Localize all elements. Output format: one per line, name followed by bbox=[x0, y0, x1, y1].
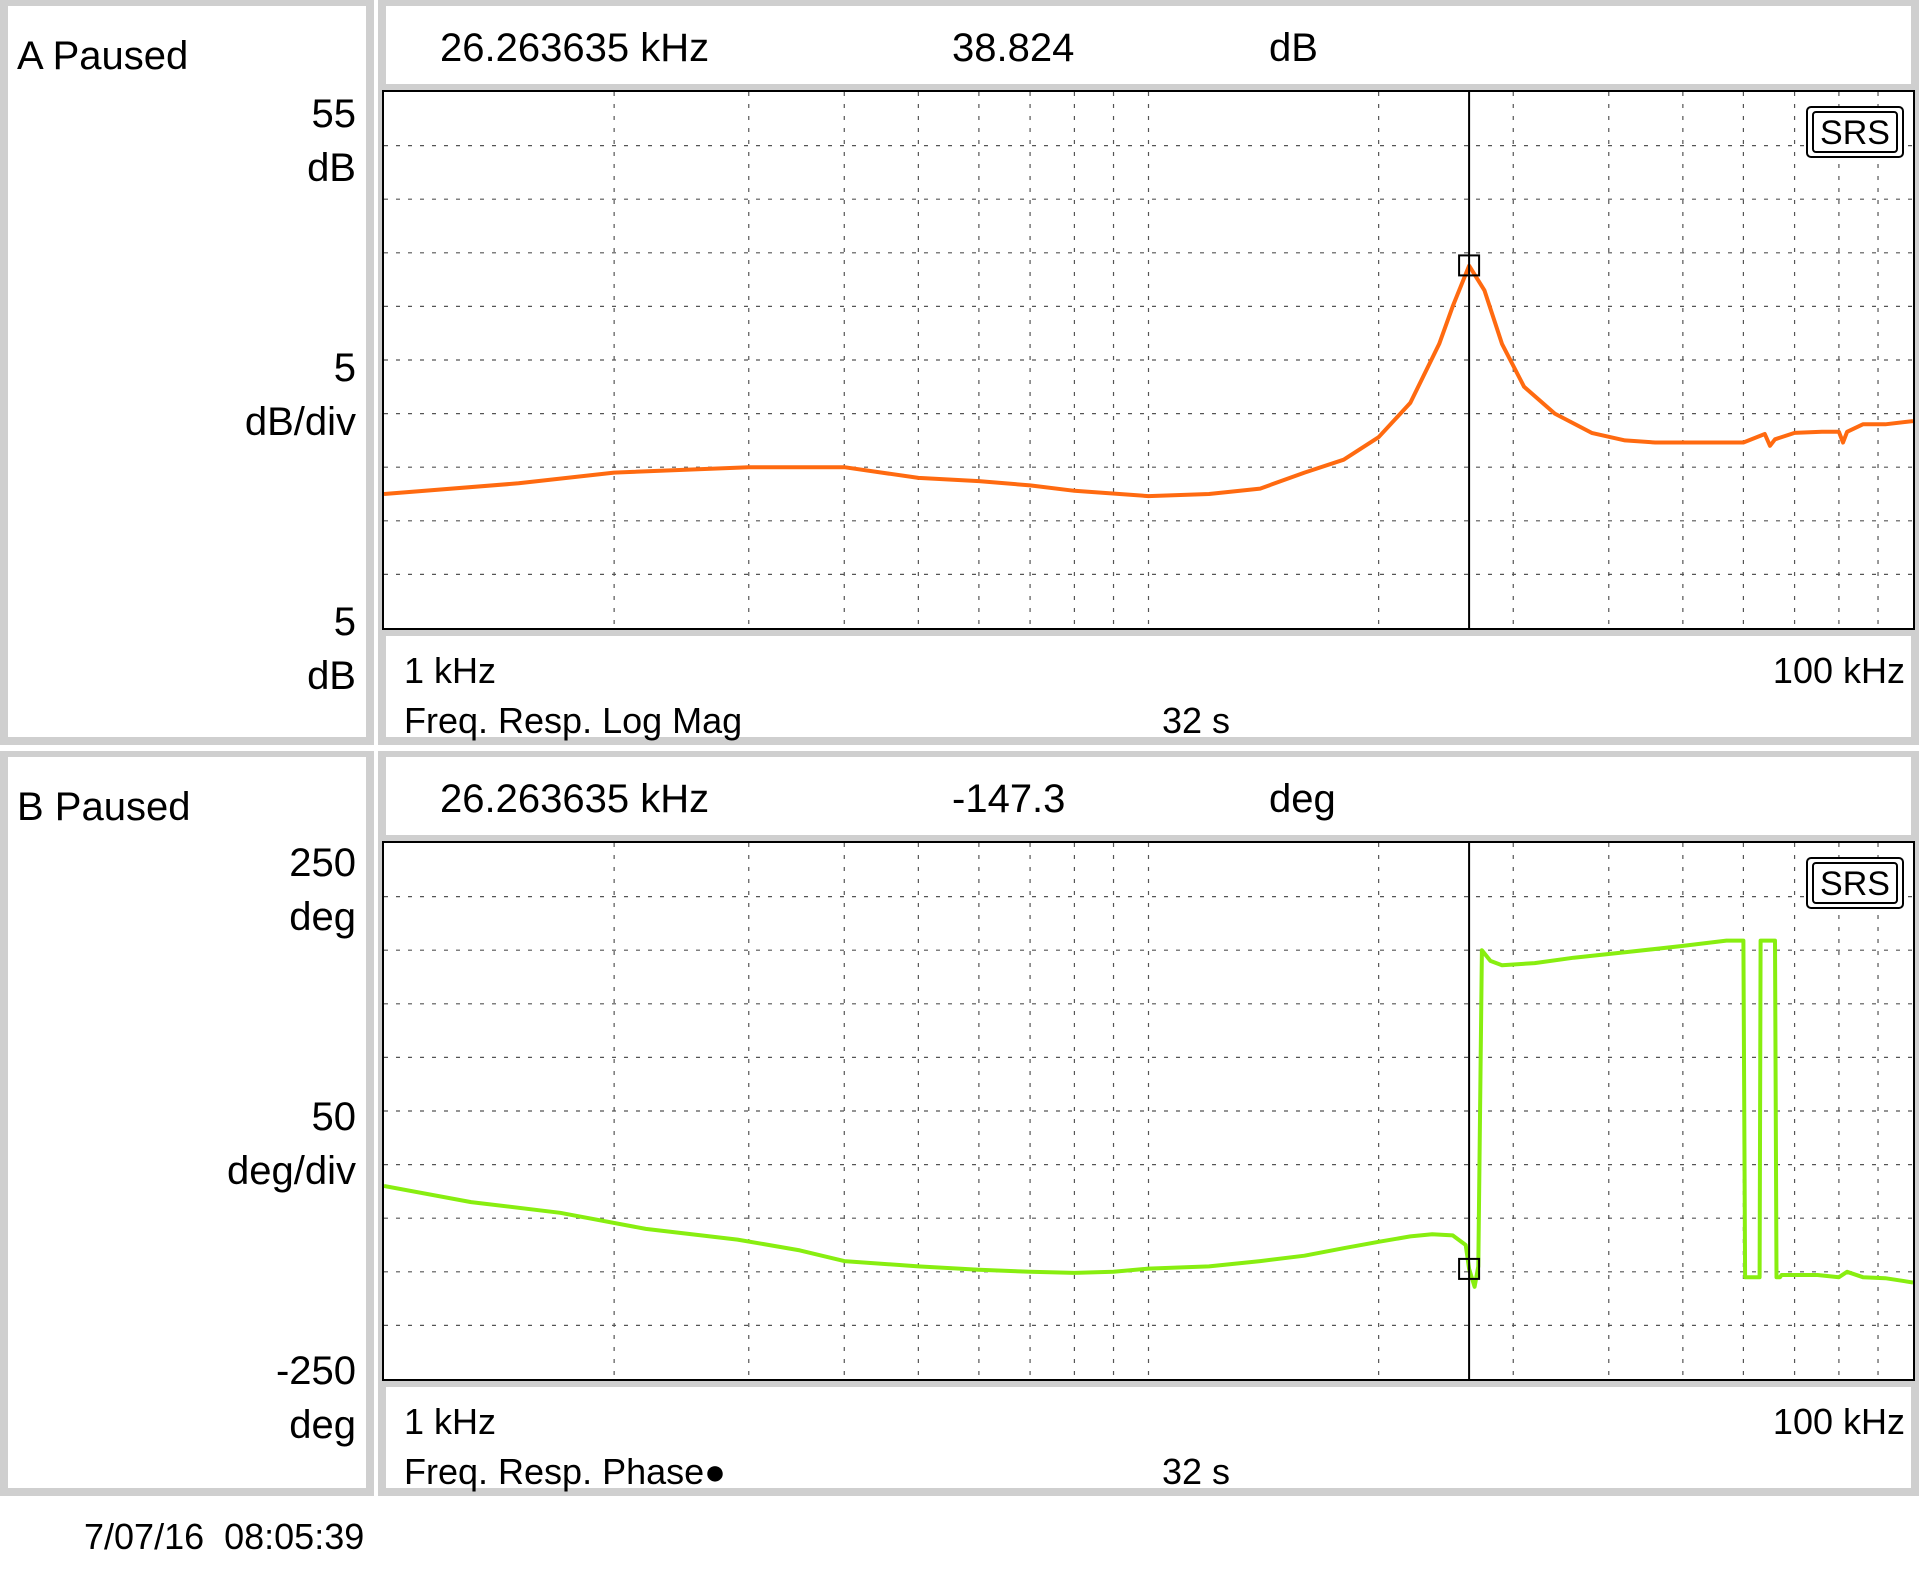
panel-a-x-end: 100 kHz bbox=[1772, 650, 1905, 691]
panel-b: B Paused 250 deg 50 deg/div -250 deg 26.… bbox=[0, 751, 1919, 1496]
panel-b-srs-logo-inner bbox=[1812, 862, 1898, 904]
panel-b-status: B Paused bbox=[17, 785, 191, 829]
panel-a-plot-area[interactable]: SRS bbox=[382, 90, 1915, 630]
panel-b-x-end: 100 kHz bbox=[1772, 1401, 1905, 1442]
panel-b-marker-unit: deg bbox=[1269, 777, 1336, 821]
panel-b-y-top-value: 250 bbox=[289, 841, 356, 885]
panel-a-status: A Paused bbox=[17, 34, 189, 78]
panel-a-footer: 1 kHz 100 kHz Freq. Resp. Log Mag 32 s bbox=[386, 630, 1911, 743]
panel-a-y-div-value: 5 bbox=[333, 346, 356, 390]
panel-b-grid bbox=[384, 843, 1913, 1379]
panel-b-y-top-unit: deg bbox=[289, 895, 356, 939]
panel-b-trace bbox=[384, 938, 1913, 1289]
panel-a-axis-sidebar: A Paused 55 dB 5 dB/div 5 dB bbox=[0, 0, 374, 745]
panel-a-y-top-value: 55 bbox=[311, 92, 357, 136]
panel-a-marker-value: 38.824 bbox=[952, 26, 1075, 70]
panel-b-srs-logo: SRS bbox=[1806, 857, 1904, 909]
panel-a-main: 26.263635 kHz 38.824 dB SRS 1 kHz 100 kH… bbox=[378, 0, 1919, 745]
panel-a-y-top-unit: dB bbox=[307, 146, 356, 190]
panel-b-footer: 1 kHz 100 kHz Freq. Resp. Phase● 32 s bbox=[386, 1381, 1911, 1494]
panel-a-time: 32 s bbox=[1162, 700, 1231, 741]
panel-a-srs-logo: SRS bbox=[1806, 106, 1904, 158]
panel-a-marker-readout: 26.263635 kHz 38.824 dB bbox=[386, 6, 1911, 90]
panel-b-y-div-value: 50 bbox=[311, 1095, 357, 1139]
panel-b-x-start: 1 kHz bbox=[404, 1401, 497, 1442]
panel-a-grid bbox=[384, 92, 1913, 628]
panel-b-srs-logo-text: SRS bbox=[1820, 865, 1890, 903]
panel-b-axis-sidebar: B Paused 250 deg 50 deg/div -250 deg bbox=[0, 751, 374, 1496]
panel-b-y-bottom-unit: deg bbox=[289, 1403, 356, 1447]
timestamp: 7/07/16 08:05:39 bbox=[84, 1516, 365, 1557]
panel-a-marker-unit: dB bbox=[1269, 26, 1318, 70]
panel-b-main: 26.263635 kHz -147.3 deg SRS 1 kHz 100 k… bbox=[378, 751, 1919, 1496]
panel-a-y-bottom-value: 5 bbox=[333, 600, 356, 644]
panel-a-plot-svg: SRS bbox=[384, 92, 1913, 628]
panel-b-marker-value: -147.3 bbox=[952, 777, 1066, 821]
panel-b-marker-freq: 26.263635 kHz bbox=[440, 777, 710, 821]
panel-a: A Paused 55 dB 5 dB/div 5 dB 26.263635 k… bbox=[0, 0, 1919, 745]
panel-a-marker-freq: 26.263635 kHz bbox=[440, 26, 710, 70]
panel-a-marker-box bbox=[1458, 254, 1481, 277]
panel-b-y-bottom-value: -250 bbox=[275, 1349, 356, 1393]
panel-b-measurement: Freq. Resp. Phase● bbox=[404, 1451, 726, 1492]
panel-b-marker-box bbox=[1458, 1257, 1481, 1280]
panel-b-plot-svg: SRS bbox=[384, 843, 1913, 1379]
panel-a-measurement: Freq. Resp. Log Mag bbox=[404, 700, 743, 741]
panel-b-y-div-unit: deg/div bbox=[227, 1149, 356, 1193]
panel-a-srs-logo-text: SRS bbox=[1820, 114, 1890, 152]
panel-a-trace bbox=[384, 263, 1913, 499]
panel-a-x-start: 1 kHz bbox=[404, 650, 497, 691]
panel-b-plot-area[interactable]: SRS bbox=[382, 841, 1915, 1381]
panel-a-srs-logo-inner bbox=[1812, 111, 1898, 153]
panel-b-marker-readout: 26.263635 kHz -147.3 deg bbox=[386, 757, 1911, 841]
panel-a-y-div-unit: dB/div bbox=[244, 400, 356, 444]
panel-a-y-bottom-unit: dB bbox=[307, 654, 356, 698]
panel-b-time: 32 s bbox=[1162, 1451, 1231, 1492]
